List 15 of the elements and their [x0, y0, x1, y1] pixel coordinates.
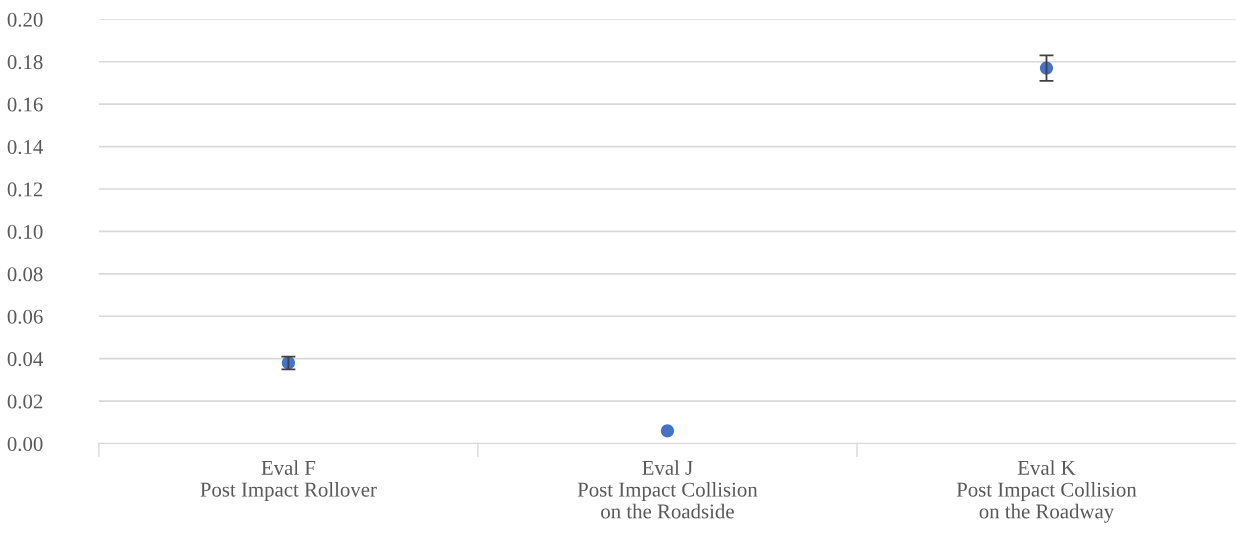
y-tick-label: 0.10 — [7, 224, 43, 239]
y-tick-label: 0.14 — [7, 139, 43, 155]
x-tick-label: Eval J Post Impact Collision on the Roadside — [577, 460, 758, 519]
y-tick-label: 0.04 — [7, 352, 43, 367]
y-tick-label: 0.18 — [7, 55, 43, 70]
y-tick-label: 0.02 — [7, 394, 43, 409]
x-tick-label: Eval K Post Impact Collision on the Roadway — [956, 460, 1137, 523]
y-tick-label: 0.06 — [7, 309, 43, 324]
y-tick-label: 0.12 — [7, 182, 43, 197]
y-tick-label: 0.20 — [7, 12, 43, 27]
x-tick-label: Eval F Post Impact Rollover — [200, 460, 377, 501]
y-tick-label: 0.08 — [7, 267, 43, 282]
y-tick-label: 0.16 — [7, 97, 43, 112]
point — [660, 424, 675, 438]
y-tick-label: 0.00 — [7, 436, 43, 452]
